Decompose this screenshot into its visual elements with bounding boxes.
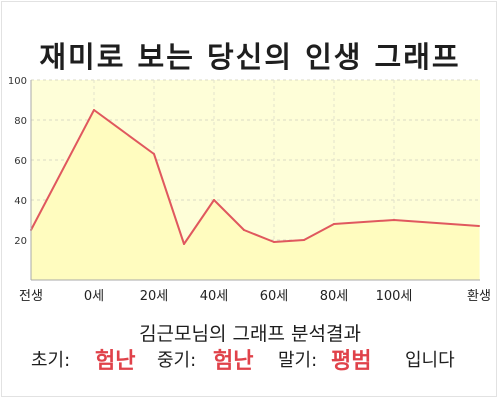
data-point (393, 219, 395, 221)
middle-value: 험난 (213, 349, 254, 374)
early-value: 험난 (95, 349, 136, 374)
data-point (93, 109, 95, 111)
data-point (243, 229, 245, 231)
y-tick-label: 80 (14, 116, 27, 127)
y-tick-label: 40 (14, 196, 27, 207)
y-tick-label: 20 (14, 236, 27, 247)
late-value: 평범 (331, 349, 372, 374)
x-tick-label: 전생 (19, 289, 43, 304)
data-point (333, 223, 335, 225)
x-tick-label: 100세 (376, 289, 413, 304)
x-tick-label: 20세 (140, 289, 169, 304)
y-tick-label: 60 (14, 156, 27, 167)
x-tick-label: 40세 (200, 289, 229, 304)
area-fill (31, 110, 479, 280)
ending-text: 입니다 (405, 350, 455, 371)
data-point (183, 243, 185, 245)
data-point (273, 241, 275, 243)
x-tick-label: 환생 (467, 289, 491, 304)
data-point (303, 239, 305, 241)
x-tick-label: 80세 (320, 289, 349, 304)
data-point (478, 225, 480, 227)
x-tick-label: 0세 (84, 289, 104, 304)
data-point (213, 199, 215, 201)
y-tick-label: 100 (8, 76, 27, 87)
analysis-summary: 김근모님의 그래프 분석결과 (139, 323, 361, 345)
middle-label: 중기: (157, 350, 197, 371)
x-tick-label: 60세 (260, 289, 289, 304)
late-label: 말기: (278, 350, 318, 371)
data-point (153, 153, 155, 155)
early-label: 초기: (31, 350, 71, 371)
page-title: 재미로 보는 당신의 인생 그래프 (39, 40, 461, 74)
